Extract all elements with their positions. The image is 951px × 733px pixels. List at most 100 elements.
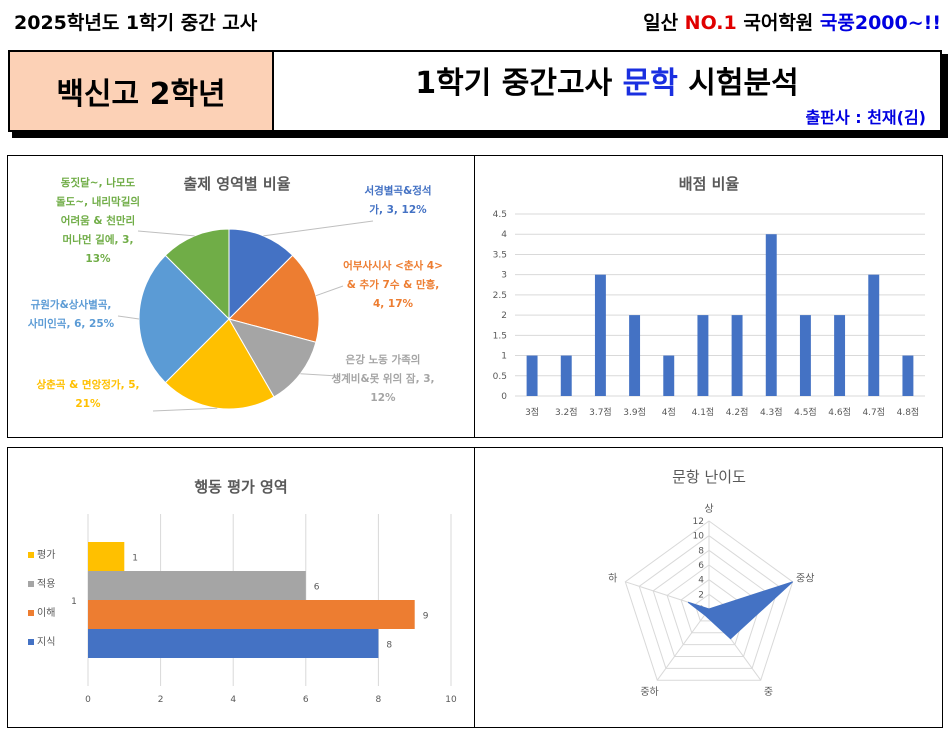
radar-ring-7 — [624, 520, 794, 681]
pie-label-6-line-2: 돌도~, 내리막길의 — [56, 195, 140, 208]
pie-label-4-line-1: 상춘곡 & 면앙정가, 5, — [36, 378, 139, 391]
pie-label-5-line-1: 규원가&상사별곡, — [31, 298, 112, 311]
hbar-xtick-5: 8 — [376, 695, 382, 705]
header-shadow-right — [942, 54, 948, 138]
radar-ring-4 — [666, 564, 752, 646]
academy-label: 일산 NO.1 국어학원 국풍2000~!! — [643, 8, 941, 35]
radar-rtick-3: 4 — [698, 576, 704, 586]
bar-2 — [560, 355, 572, 396]
hbar-legend-swatch-지식 — [28, 639, 34, 645]
bar-ytick-6: 2.5 — [493, 291, 507, 301]
behavior-bar-chart: 행동 평가 영역 0 2 4 6 8 10 1 평가 6 적용 9 이해 8 지식 1 — [28, 478, 457, 705]
academy-mid: 국어학원 — [736, 12, 820, 34]
radar-axis-label-2: 중상 — [796, 573, 814, 585]
pie-label-1-line-1: 서경별곡&정석 — [364, 184, 431, 197]
hbar-xtick-2: 2 — [158, 695, 164, 705]
bar-6 — [697, 315, 709, 396]
radar-ring-6 — [638, 535, 780, 669]
exam-label: 2025학년도 1학기 중간 고사 — [14, 12, 258, 34]
bar-ytick-3: 1 — [501, 352, 507, 362]
hbar-legend-label-평가: 평가 — [37, 549, 55, 561]
bar-xtick-8: 4.3점 — [760, 406, 783, 418]
pie-label-6-line-4: 머나먼 길에, 3, — [63, 233, 134, 246]
bar-ytick-1: 0 — [501, 392, 507, 402]
bar-ytick-2: 0.5 — [493, 372, 507, 382]
bar-xtick-3: 3.7점 — [589, 406, 612, 418]
bar-1 — [526, 355, 538, 396]
top-bar: 2025학년도 1학기 중간 고사 일산 NO.1 국어학원 국풍2000~!! — [0, 0, 951, 40]
pie-label-3-line-3: 12% — [370, 392, 396, 404]
pie-label-3-line-2: 생계비&못 위의 잠, 3, — [331, 372, 434, 385]
difficulty-radar-chart: 문항 난이도024681012상중상중중하하 — [608, 468, 814, 698]
hbar-xtick-4: 6 — [303, 695, 309, 705]
pie-slice-1 — [228, 228, 294, 321]
radar-spoke-4 — [656, 608, 710, 681]
pie-slice-4 — [164, 318, 275, 410]
title-subject: 문학 — [622, 66, 678, 101]
radar-rtick-6: 10 — [693, 532, 705, 542]
hbar-bar-지식 — [88, 629, 379, 658]
radar-axis-label-5: 하 — [608, 572, 617, 585]
pie-slice-6 — [164, 228, 230, 321]
pie-chart-panel: 출제 영역별 비율 서경별곡&정석 가, 3, 12% 어부사시사 <춘사 4> & 추… — [7, 155, 475, 438]
radar-chart-panel: 문항 난이도024681012상중상중중하하 — [474, 447, 943, 728]
header-banner: 백신고 2학년 1학기 중간고사 문학 시험분석 출판사 : 천재(김) — [8, 50, 942, 132]
radar-ring-2 — [694, 593, 724, 622]
hbar-xtick-1: 0 — [85, 695, 91, 705]
bar-ytick-10: 4.5 — [493, 210, 507, 220]
bar-xtick-2: 3.2점 — [555, 406, 578, 418]
bar-ytick-7: 3 — [501, 271, 507, 281]
bar-title: 배점 비율 — [679, 175, 740, 193]
bar-10 — [834, 315, 846, 396]
bar-xtick-12: 4.8점 — [897, 406, 920, 418]
radar-axis-label-4: 중하 — [640, 685, 658, 698]
hbar-value-적용: 6 — [314, 583, 320, 593]
pie-leader-1 — [263, 220, 374, 237]
bar-ytick-8: 3.5 — [493, 250, 507, 260]
pie-label-2-line-2: & 추가 7수 & 만흥, — [347, 278, 440, 291]
bar-5 — [663, 355, 675, 396]
title-suffix: 시험분석 — [677, 66, 799, 101]
bar-xtick-7: 4.2점 — [726, 406, 749, 418]
hbar-bar-적용 — [88, 571, 306, 600]
pie-slice-3 — [227, 318, 317, 398]
bar-ytick-4: 1.5 — [493, 331, 507, 341]
hbar-value-평가: 1 — [132, 554, 138, 564]
hbar-legend-label-지식: 지식 — [37, 636, 55, 648]
hbar-legend-label-이해: 이해 — [37, 606, 55, 619]
bar-xtick-10: 4.6점 — [828, 406, 851, 418]
hbar-bar-평가 — [88, 542, 125, 571]
hbar-value-이해: 9 — [423, 612, 429, 622]
bar-xtick-1: 3점 — [525, 406, 539, 418]
bar-9 — [799, 315, 811, 396]
radar-rtick-5: 8 — [698, 546, 704, 556]
bar-ytick-9: 4 — [501, 230, 507, 240]
radar-ring-3 — [680, 579, 738, 634]
pie-chart: 출제 영역별 비율 서경별곡&정석가, 3, 12% 어부사시사 <춘사 4> & 추… — [28, 175, 443, 412]
pie-label-2-line-3: 4, 17% — [373, 298, 414, 310]
bar-3 — [594, 274, 606, 396]
pie-label-6-line-1: 동짓달~, 나모도 — [61, 176, 136, 189]
pie-label-4-line-2: 21% — [75, 398, 101, 410]
bar-ytick-5: 2 — [501, 311, 507, 321]
hbar-value-지식: 8 — [386, 641, 392, 651]
bar-11 — [868, 274, 880, 396]
bar-xtick-9: 4.5점 — [794, 406, 817, 418]
publisher: 출판사 : 천재(김) — [805, 108, 926, 127]
hbar-chart-panel: 행동 평가 영역 0 2 4 6 8 10 1 평가 6 적용 9 이해 8 지식 1 — [7, 447, 475, 728]
pie-label-6-line-5: 13% — [85, 253, 111, 265]
radar-series-area — [687, 581, 794, 640]
academy-prefix: 일산 — [643, 12, 685, 34]
hbar-legend-label-적용: 적용 — [37, 578, 55, 590]
radar-rtick-7: 12 — [693, 517, 704, 527]
hbar-category-label: 1 — [71, 597, 77, 607]
bar-xtick-6: 4.1점 — [692, 406, 715, 418]
pie-leader-3 — [300, 373, 339, 377]
hbar-bar-이해 — [88, 600, 415, 629]
score-bar-chart: 배점 비율 0 0.5 1 1.5 2 2.5 3 3.5 4 4.5 3점 3.2점 3.7점 3.9점 4… — [493, 175, 925, 418]
pie-title: 출제 영역별 비율 — [183, 175, 290, 193]
hbar-title: 행동 평가 영역 — [194, 478, 287, 496]
radar-ring-5 — [652, 549, 766, 657]
pie-label-3-line-1: 은강 노동 가족의 — [346, 353, 421, 366]
radar-axis-label-3: 중 — [764, 686, 773, 698]
